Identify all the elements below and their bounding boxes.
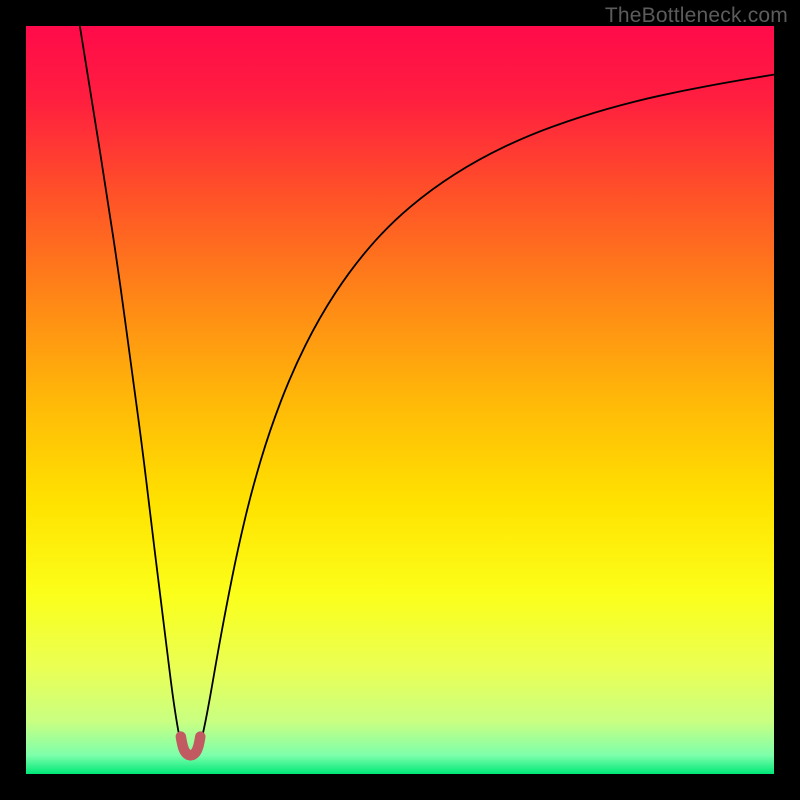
attribution-text: TheBottleneck.com [605, 4, 788, 28]
plot-area [26, 26, 774, 774]
bottleneck-curve [80, 26, 774, 758]
curve-layer [26, 26, 774, 774]
minimum-marker [181, 737, 200, 756]
chart-frame: TheBottleneck.com [0, 0, 800, 800]
